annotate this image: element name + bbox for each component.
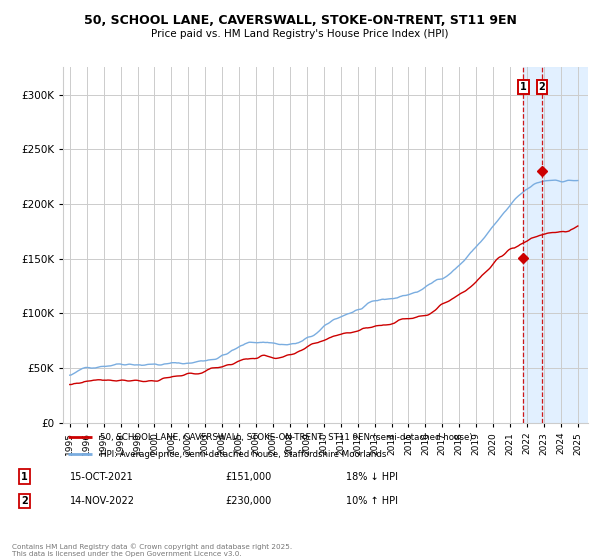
Text: 1: 1 <box>520 82 527 92</box>
Text: £151,000: £151,000 <box>225 472 271 482</box>
Text: 2: 2 <box>538 82 545 92</box>
Text: 10% ↑ HPI: 10% ↑ HPI <box>346 496 398 506</box>
Text: 18% ↓ HPI: 18% ↓ HPI <box>346 472 398 482</box>
Text: £230,000: £230,000 <box>225 496 271 506</box>
Text: 50, SCHOOL LANE, CAVERSWALL, STOKE-ON-TRENT, ST11 9EN: 50, SCHOOL LANE, CAVERSWALL, STOKE-ON-TR… <box>83 14 517 27</box>
Text: Price paid vs. HM Land Registry's House Price Index (HPI): Price paid vs. HM Land Registry's House … <box>151 29 449 39</box>
Text: 2: 2 <box>21 496 28 506</box>
Text: 50, SCHOOL LANE, CAVERSWALL, STOKE-ON-TRENT, ST11 9EN (semi-detached house): 50, SCHOOL LANE, CAVERSWALL, STOKE-ON-TR… <box>100 432 472 441</box>
Bar <box>523 67 595 423</box>
Text: 14-NOV-2022: 14-NOV-2022 <box>70 496 134 506</box>
Text: Contains HM Land Registry data © Crown copyright and database right 2025.
This d: Contains HM Land Registry data © Crown c… <box>12 544 292 557</box>
Text: HPI: Average price, semi-detached house, Staffordshire Moorlands: HPI: Average price, semi-detached house,… <box>100 450 386 459</box>
Text: 15-OCT-2021: 15-OCT-2021 <box>70 472 133 482</box>
Text: 1: 1 <box>21 472 28 482</box>
